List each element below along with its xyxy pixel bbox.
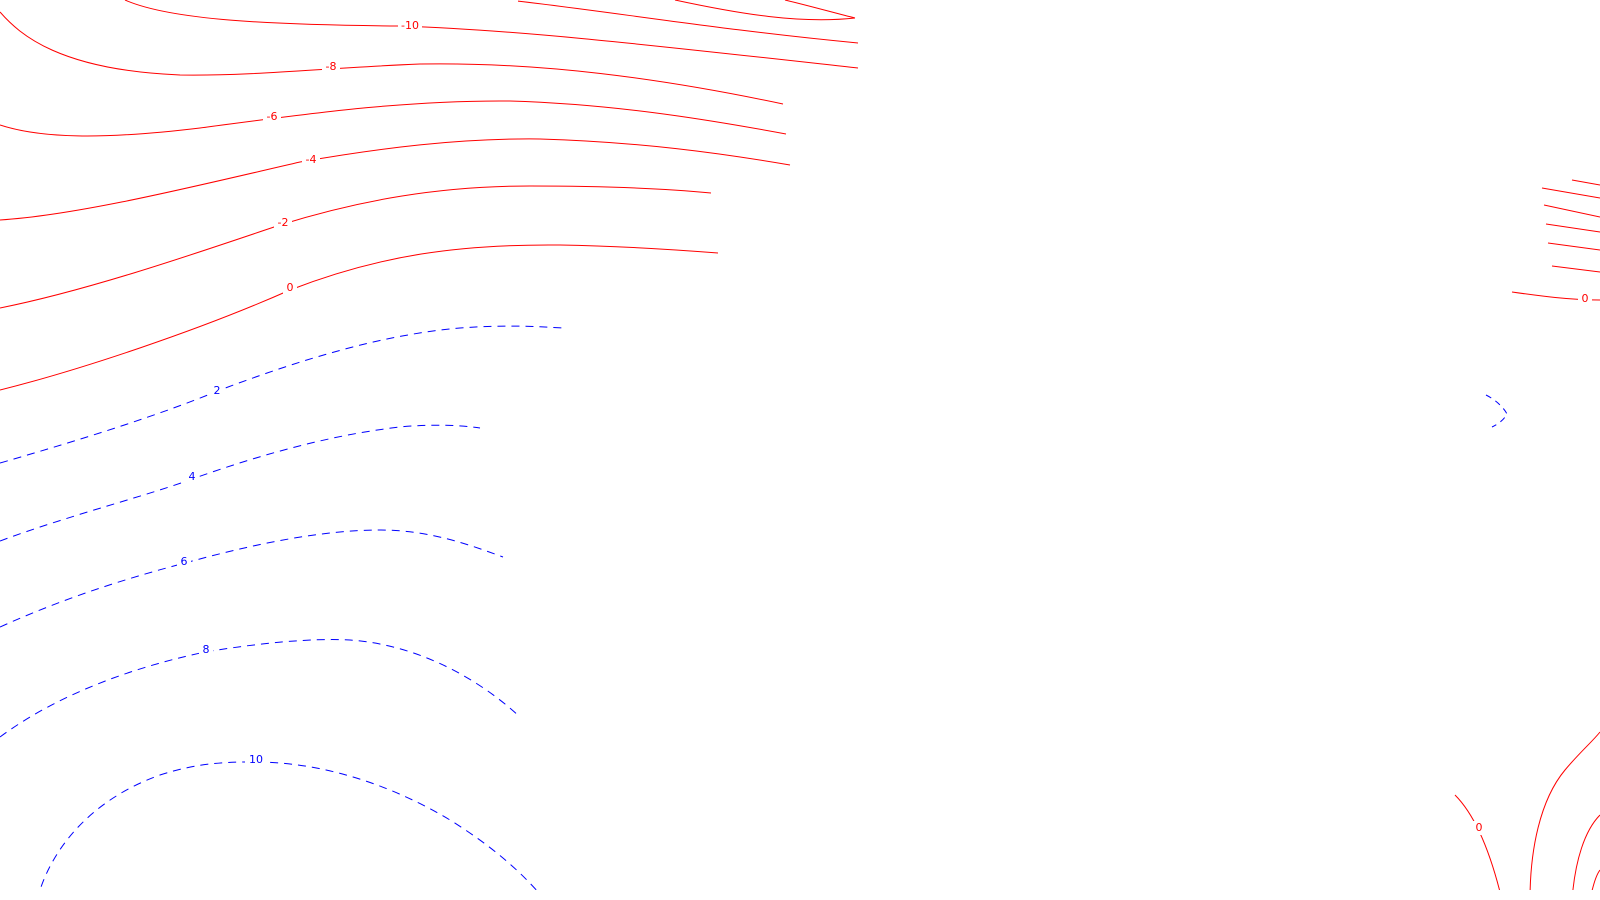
label-minus-4: -4 xyxy=(306,153,317,166)
contour-labels: -10 -8 -6 -4 -2 0 2 4 6 8 10 0 0 xyxy=(177,0,1592,835)
label-right-lower-zero: 0 xyxy=(1476,821,1483,834)
right-lower-contour-b xyxy=(1529,731,1600,890)
right-lower-contour-d xyxy=(1591,869,1600,890)
contour-line-minus-2 xyxy=(0,185,712,309)
contour-line-plus-10 xyxy=(39,761,537,890)
contour-line-minus-4 xyxy=(0,138,791,221)
label-plus-2: 2 xyxy=(214,384,221,397)
label-right-upper-zero: 0 xyxy=(1582,292,1589,305)
right-contour-d xyxy=(1545,223,1600,233)
right-contour-e xyxy=(1547,242,1600,251)
contour-line-top-partial-d xyxy=(784,0,856,19)
contour-line-minus-6 xyxy=(0,100,787,137)
contour-line-top-partial-c xyxy=(674,0,856,21)
label-minus-10: -10 xyxy=(401,19,419,32)
label-plus-8: 8 xyxy=(203,643,210,656)
contour-line-plus-8 xyxy=(0,639,521,738)
label-plus-6: 6 xyxy=(181,555,188,568)
contour-line-plus-2 xyxy=(0,325,564,464)
label-plus-4: 4 xyxy=(189,470,196,483)
contour-line-top-partial-b xyxy=(507,0,859,44)
right-contour-c xyxy=(1543,204,1600,218)
label-minus-2: -2 xyxy=(278,216,289,229)
right-lower-contour-c xyxy=(1572,814,1600,890)
contour-line-plus-4 xyxy=(0,424,481,542)
right-dashed-contours xyxy=(1485,394,1508,428)
contour-line-minus-10 xyxy=(124,0,859,69)
label-plus-10: 10 xyxy=(249,753,263,766)
right-dashed-mark xyxy=(1485,394,1508,428)
dashed-contours xyxy=(0,325,564,890)
label-zero: 0 xyxy=(287,281,294,294)
right-solid-contours xyxy=(1454,179,1600,890)
right-lower-contour-a xyxy=(1454,794,1500,890)
contour-line-plus-6 xyxy=(0,529,504,628)
label-minus-8: -8 xyxy=(326,60,337,73)
right-contour-f xyxy=(1551,265,1600,273)
label-minus-6: -6 xyxy=(267,110,278,123)
right-contour-a xyxy=(1571,179,1600,186)
contour-line-zero xyxy=(0,244,719,391)
right-contour-b xyxy=(1541,187,1600,199)
